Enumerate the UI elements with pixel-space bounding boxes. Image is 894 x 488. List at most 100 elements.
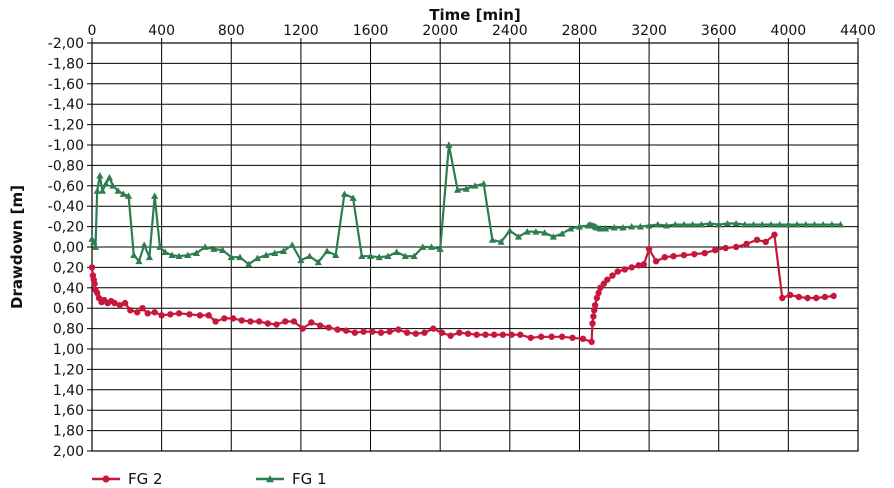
data-point xyxy=(410,252,418,260)
data-point xyxy=(795,293,803,301)
data-point xyxy=(830,292,837,300)
data-point xyxy=(229,315,237,322)
data-point xyxy=(130,251,138,259)
data-point xyxy=(523,228,531,235)
y-tick-label: 1,60 xyxy=(53,403,84,419)
data-point xyxy=(340,190,349,197)
data-point xyxy=(144,310,151,317)
data-point xyxy=(273,321,280,328)
data-point xyxy=(645,245,653,253)
data-point xyxy=(279,247,288,254)
data-point xyxy=(127,307,134,314)
data-point xyxy=(549,233,557,240)
data-point xyxy=(497,238,505,245)
y-tick-label: -1,60 xyxy=(48,77,84,93)
data-point xyxy=(508,331,515,338)
data-point xyxy=(436,245,444,252)
data-point xyxy=(325,324,332,331)
data-point xyxy=(473,331,480,338)
data-point xyxy=(201,243,209,250)
y-tick-label: 0,40 xyxy=(53,281,84,297)
data-point xyxy=(247,318,254,325)
data-point xyxy=(802,220,810,228)
data-point xyxy=(715,220,723,228)
data-point xyxy=(288,241,296,248)
data-point xyxy=(499,331,507,338)
data-point xyxy=(184,251,192,259)
x-tick-label: 3200 xyxy=(631,23,667,39)
data-point xyxy=(670,252,677,260)
data-point xyxy=(732,219,740,227)
y-tick-label: -1,20 xyxy=(48,118,84,134)
data-point xyxy=(105,174,114,181)
data-point xyxy=(175,310,183,317)
data-point xyxy=(558,230,566,237)
data-point xyxy=(430,325,437,332)
y-tick-label: 0,20 xyxy=(53,260,84,276)
data-point xyxy=(421,329,428,336)
data-point xyxy=(419,243,427,250)
data-point xyxy=(282,318,289,325)
data-point xyxy=(94,289,101,297)
data-point xyxy=(558,333,566,340)
data-point xyxy=(590,313,597,320)
data-point xyxy=(753,236,761,244)
data-point xyxy=(601,225,610,232)
data-point xyxy=(506,227,514,234)
y-tick-label: -2,00 xyxy=(48,36,84,52)
data-point xyxy=(776,220,784,228)
data-point xyxy=(360,328,367,335)
data-point xyxy=(596,225,604,232)
data-point xyxy=(575,223,584,230)
data-point xyxy=(722,244,729,252)
data-point xyxy=(332,251,340,259)
data-point xyxy=(114,187,122,194)
data-point xyxy=(793,220,801,228)
series-layer xyxy=(88,141,845,346)
data-point xyxy=(186,311,193,318)
y-tick-label: -0,20 xyxy=(48,220,84,236)
data-point xyxy=(689,220,697,228)
data-point xyxy=(167,311,174,318)
data-point xyxy=(192,249,201,256)
legend-item: FG 2 xyxy=(92,470,163,488)
data-point xyxy=(447,332,454,339)
data-point xyxy=(158,312,165,319)
data-point xyxy=(456,329,463,336)
data-point xyxy=(490,331,498,338)
y-tick-label: 1,20 xyxy=(53,362,84,378)
y-tick-label: 2,00 xyxy=(53,444,84,460)
data-point xyxy=(680,220,688,228)
data-point xyxy=(384,252,392,260)
data-point xyxy=(488,236,497,243)
data-point xyxy=(151,309,158,316)
data-point xyxy=(821,293,829,301)
x-tick-label: 2800 xyxy=(562,23,598,39)
data-point xyxy=(351,329,359,336)
data-point xyxy=(691,250,698,258)
data-point xyxy=(205,312,212,319)
data-point xyxy=(297,256,305,264)
axes: 0 400 800 1200 1600 2000 2400 2800 3200 3600 4000 4… xyxy=(8,6,876,460)
y-tick-label: 0,80 xyxy=(53,322,84,338)
data-point xyxy=(762,238,769,246)
data-point xyxy=(567,225,575,232)
y-tick-label: -1,40 xyxy=(48,97,84,113)
data-point xyxy=(480,180,488,187)
data-point xyxy=(255,318,263,325)
data-point xyxy=(732,243,740,251)
data-point xyxy=(121,299,129,307)
data-point xyxy=(779,294,786,302)
data-point xyxy=(168,251,176,259)
data-point xyxy=(98,187,107,194)
data-point xyxy=(227,253,235,261)
data-point xyxy=(813,294,820,302)
y-tick-label: 1,80 xyxy=(53,424,84,440)
data-point xyxy=(537,333,545,340)
data-point xyxy=(445,141,453,148)
data-point xyxy=(91,243,100,250)
data-point xyxy=(482,331,489,338)
data-point xyxy=(196,312,204,319)
